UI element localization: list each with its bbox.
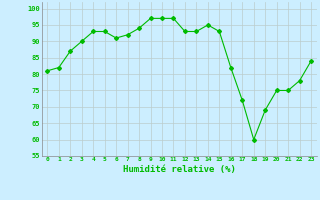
X-axis label: Humidité relative (%): Humidité relative (%) [123, 165, 236, 174]
